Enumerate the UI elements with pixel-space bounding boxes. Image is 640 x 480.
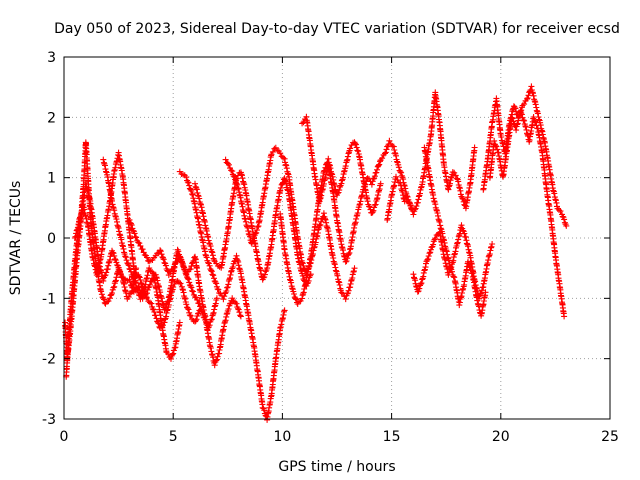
chart-title: Day 050 of 2023, Sidereal Day-to-day VTE… xyxy=(54,21,620,37)
plus-markers xyxy=(486,109,568,320)
series-sat-15 xyxy=(486,109,568,320)
y-tick-label: 1 xyxy=(47,171,56,187)
x-tick-label: 25 xyxy=(601,429,619,445)
data-layer xyxy=(62,83,570,423)
x-tick-label: 10 xyxy=(273,429,291,445)
y-axis-label: SDTVAR / TECUs xyxy=(8,181,24,296)
plus-markers xyxy=(480,83,570,229)
tick-layer: 0 5 10 15 20 25 -3 -2 -1 0 1 2 3 xyxy=(42,50,619,445)
series-track xyxy=(301,115,412,265)
plus-markers xyxy=(421,144,489,319)
x-tick-label: 0 xyxy=(60,429,69,445)
grid-layer xyxy=(64,57,610,419)
x-tick-label: 20 xyxy=(492,429,510,445)
series-sat-10 xyxy=(299,113,415,265)
series-sat-13 xyxy=(421,144,489,319)
series-sat-04 xyxy=(71,179,220,331)
series-sat-06 xyxy=(176,168,288,423)
y-tick-label: -2 xyxy=(42,352,56,368)
plus-markers xyxy=(410,222,496,302)
x-axis-label: GPS time / hours xyxy=(278,459,395,475)
series-sat-14 xyxy=(480,83,570,229)
y-tick-label: 0 xyxy=(47,231,56,247)
y-tick-label: 3 xyxy=(47,50,56,66)
series-sat-03 xyxy=(100,156,203,331)
plus-markers xyxy=(277,139,384,307)
series-sat-12 xyxy=(410,222,496,302)
series-sat-05 xyxy=(126,216,244,369)
series-sat-01 xyxy=(62,139,140,362)
y-tick-label: 2 xyxy=(47,110,56,126)
plus-markers xyxy=(100,156,203,331)
x-tick-label: 15 xyxy=(383,429,401,445)
y-tick-label: -3 xyxy=(42,412,56,428)
plus-markers xyxy=(62,139,140,362)
plus-markers xyxy=(71,179,220,331)
plus-markers xyxy=(176,168,288,423)
y-tick-label: -1 xyxy=(42,291,56,307)
plus-markers xyxy=(126,216,244,369)
x-tick-label: 5 xyxy=(169,429,178,445)
plus-markers xyxy=(299,113,415,265)
